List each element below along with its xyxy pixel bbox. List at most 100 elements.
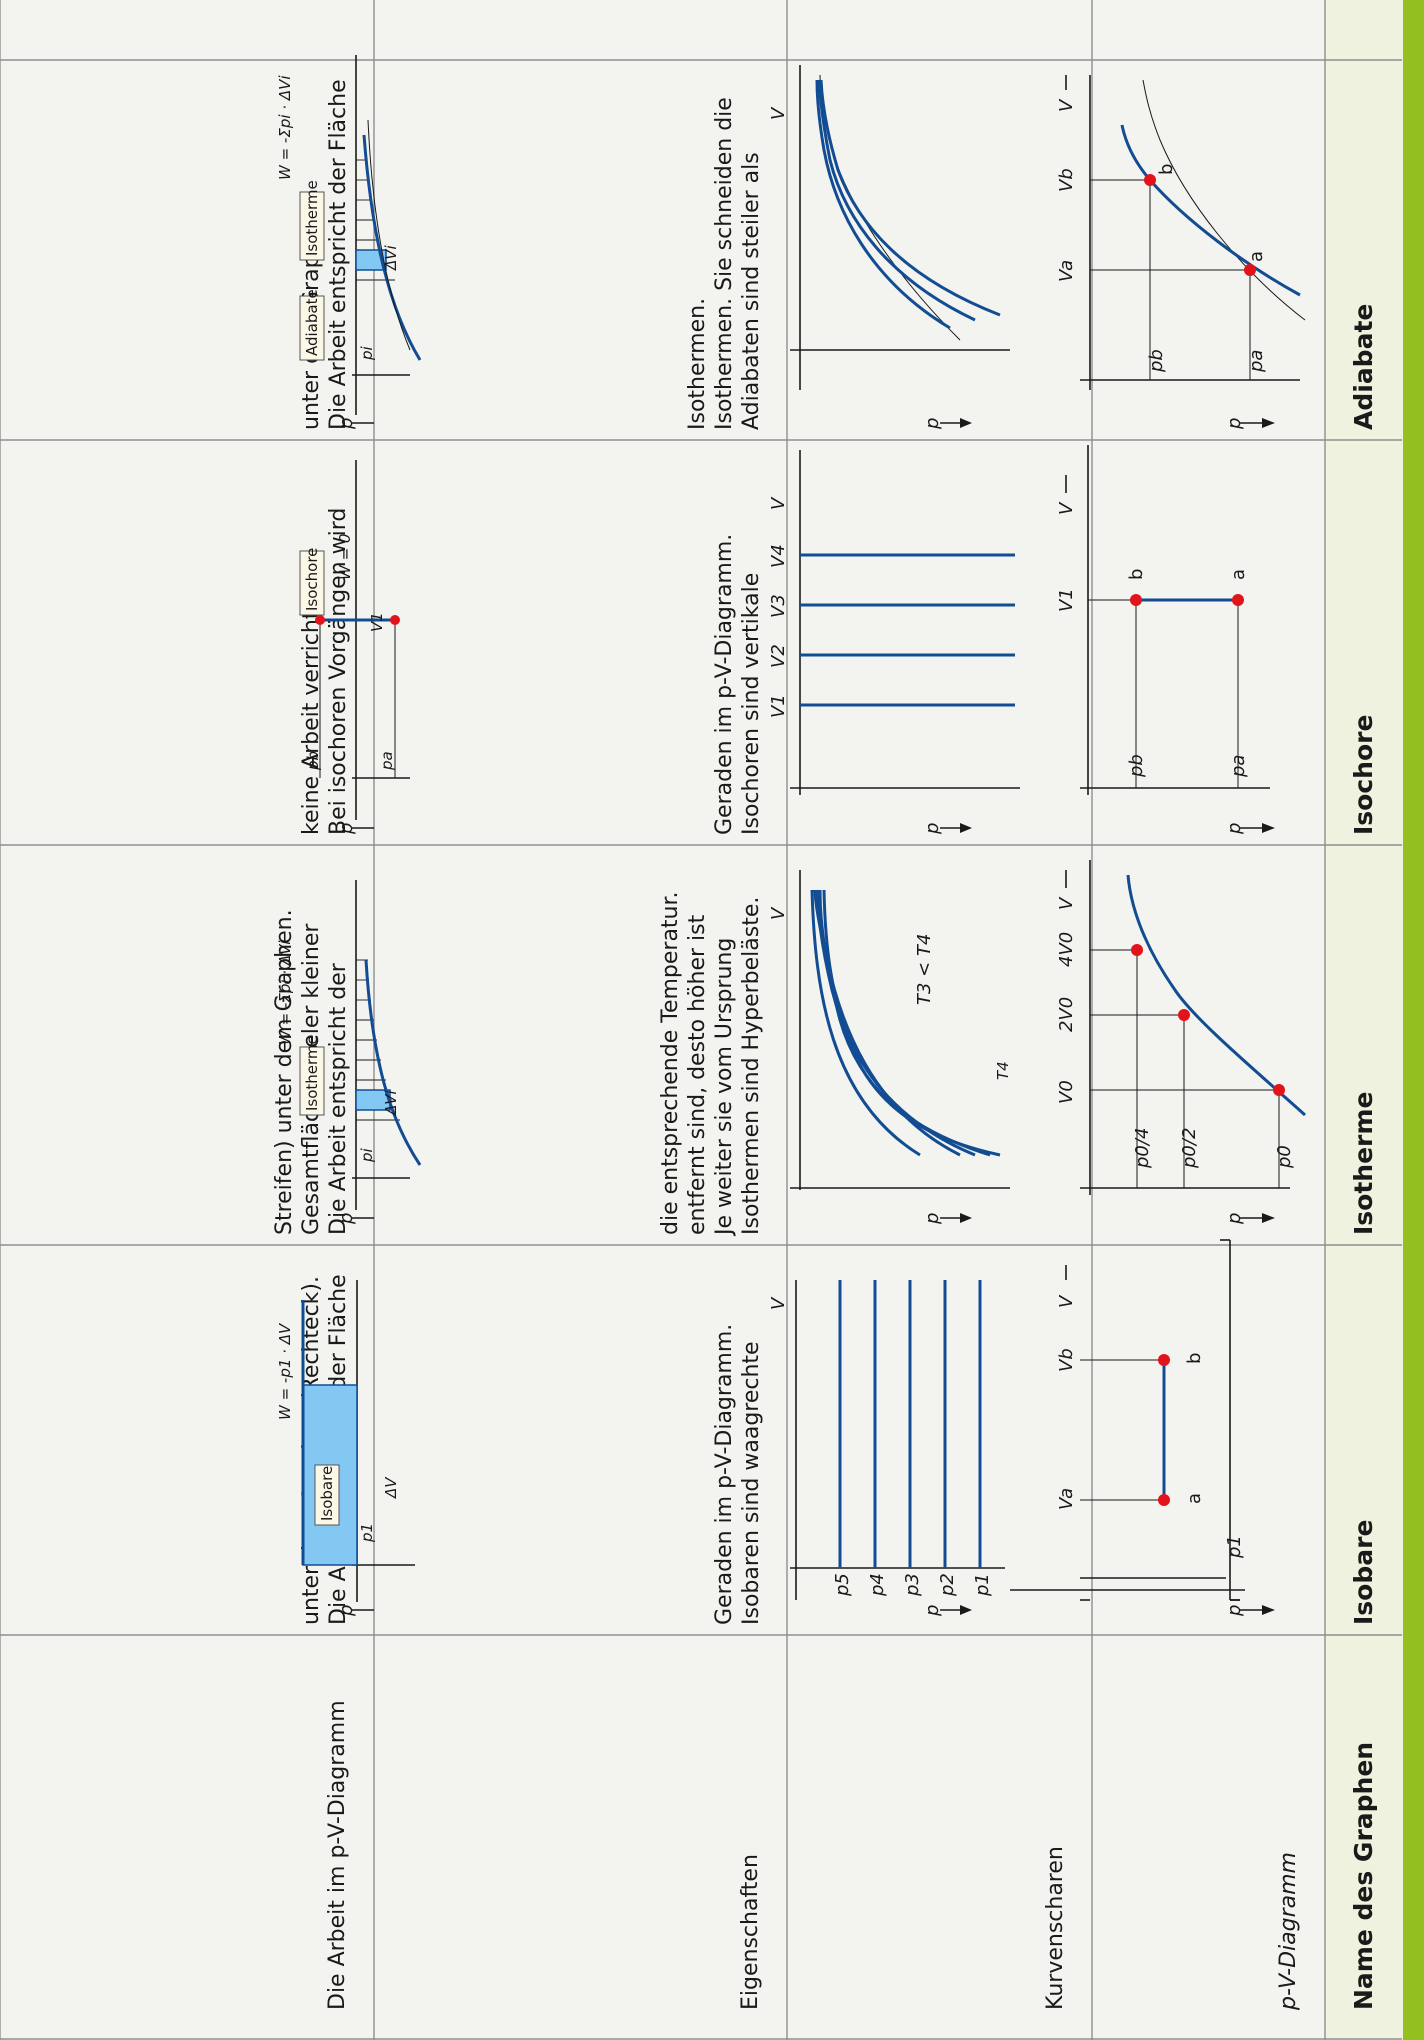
diagram-isochore-work: p Isochore W = 0 pa pb V1 xyxy=(299,460,410,835)
row-label-family: Kurvenscharen xyxy=(1043,1846,1068,2010)
v-axis-label: V xyxy=(768,1296,789,1310)
tag-isobare xyxy=(314,1464,340,1526)
diagram-isotherme-family: p T4 T3 < T4 V xyxy=(768,870,1012,1225)
v1-label: V1 xyxy=(1056,588,1077,612)
work-text-line: Die Arbeit entspricht der Fläche xyxy=(326,79,351,430)
work-area-strip xyxy=(355,249,387,271)
tag-adiabate-label: Adiabate xyxy=(303,289,321,356)
work-formula: W = 0 xyxy=(336,534,354,580)
properties-isobare: Isobaren sind waagrechte Geraden im p-V-… xyxy=(712,1324,764,1625)
properties-adiabate: Adiabaten sind steiler als Isothermen. S… xyxy=(685,97,764,430)
properties-adiabate-line: Isothermen. xyxy=(685,298,710,430)
p-axis-label: p xyxy=(922,1605,943,1617)
p-axis-label: p xyxy=(922,823,943,835)
pi-label: pi xyxy=(358,345,376,361)
point-p0 xyxy=(1273,1084,1285,1096)
p1-label: p1 xyxy=(358,1523,376,1543)
point-b xyxy=(315,615,325,625)
column-header-isochore: Isochore xyxy=(1349,715,1378,835)
tag-isotherme-label: Isotherme xyxy=(303,1035,321,1111)
family-p2-label: p2 xyxy=(937,1573,958,1597)
column-header-adiabate: Adiabate xyxy=(1349,304,1378,430)
family-p3-label: p3 xyxy=(902,1573,923,1597)
family-v4-label: V4 xyxy=(768,544,789,568)
point-b-label: b xyxy=(1156,164,1177,175)
tag-isotherme xyxy=(299,1046,325,1116)
2v0-label: 2V0 xyxy=(1056,997,1077,1032)
v-axis-label: V xyxy=(1056,896,1077,910)
properties-isobare-line: Geraden im p-V-Diagramm. xyxy=(712,1324,737,1625)
diagram-isotherme-work: p Isotherme W = -Σpi · xyxy=(276,880,422,1225)
diagram-isobare-work: p Isobare W = -p1 · ΔV p1 ΔV xyxy=(276,1280,415,1617)
p1-label: p1 xyxy=(1224,1535,1245,1559)
point-a xyxy=(390,615,400,625)
vb-label: Vb xyxy=(1056,1348,1077,1372)
tag-isotherme-adiabate xyxy=(299,191,325,261)
pa-label: pa xyxy=(1246,350,1267,373)
v-axis-label: V xyxy=(768,496,789,510)
point-b xyxy=(1144,174,1156,186)
header-row xyxy=(1325,0,1403,2040)
pa-label: pa xyxy=(1228,755,1249,778)
pb-label: pb xyxy=(1126,754,1147,778)
properties-isochore-line: Geraden im p-V-Diagramm. xyxy=(712,534,737,835)
tag-isochore-label: Isochore xyxy=(303,548,321,611)
p-axis-label: p xyxy=(336,823,357,835)
row-label-work: Die Arbeit im p-V-Diagramm xyxy=(325,1700,350,2010)
point-a-label: a xyxy=(1228,569,1249,580)
point-2v0 xyxy=(1178,1009,1190,1021)
vb-label: Vb xyxy=(1056,168,1077,192)
p-axis-label: p xyxy=(1224,1213,1245,1225)
p-axis-label: p xyxy=(1224,823,1245,835)
properties-isotherme-line: entfernt sind, desto höher ist xyxy=(685,914,710,1235)
work-text-isochore: Bei isochoren Vorgängen wird keine Arbei… xyxy=(299,508,351,835)
header-row-label: Name des Graphen xyxy=(1349,1742,1378,2010)
tag-isobare-label: Isobare xyxy=(318,1466,336,1521)
v-axis-label: V xyxy=(1056,98,1077,112)
point-b xyxy=(1158,1354,1170,1366)
delta-v-label: ΔV xyxy=(382,1476,400,1499)
point-a-label: a xyxy=(1184,1493,1205,1504)
family-v1-label: V1 xyxy=(768,694,789,718)
p-axis-label: p xyxy=(336,418,357,430)
delta-vi-label: ΔVi xyxy=(382,244,400,271)
family-p5-label: p5 xyxy=(832,1573,853,1597)
pa-label: pa xyxy=(378,751,396,771)
v-axis-label: V xyxy=(1056,1294,1077,1308)
diagram-isochore-pv: p a b pa pb V1 V xyxy=(1056,445,1275,835)
family-v2-label: V2 xyxy=(768,644,789,668)
delta-vi-label: ΔVi xyxy=(382,1089,400,1116)
work-formula: W = -Σpi · ΔVi xyxy=(276,75,294,180)
tag-isotherme-label: Isotherme xyxy=(303,180,321,256)
v1-label: V1 xyxy=(368,612,386,632)
point-a-label: a xyxy=(1246,251,1267,262)
p-axis-label: p xyxy=(1224,418,1245,430)
properties-isochore: Isochoren sind vertikale Geraden im p-V-… xyxy=(712,534,764,835)
properties-adiabate-line: Isothermen. Sie schneiden die xyxy=(712,97,737,430)
p-axis-label: p xyxy=(336,1605,357,1617)
p-axis-label: p xyxy=(922,418,943,430)
diagram-isobare-pv: p p1 a b Va Vb V xyxy=(1010,1239,1275,1617)
family-p4-label: p4 xyxy=(867,1573,888,1597)
v-axis-label: V xyxy=(1056,501,1077,515)
diagram-isochore-family: p V1 V2 V3 V4 V xyxy=(768,450,1020,835)
properties-isotherme-line: Isothermen sind Hyperbeläste. xyxy=(739,897,764,1235)
point-b-label: b xyxy=(1184,1353,1205,1364)
tag-isochore xyxy=(299,550,325,616)
column-header-isobare: Isobare xyxy=(1349,1520,1378,1625)
column-header-isotherme: Isotherme xyxy=(1349,1092,1378,1235)
row-label-pv: p-V-Diagramm xyxy=(1276,1852,1301,2011)
va-label: Va xyxy=(1056,260,1077,282)
properties-isochore-line: Isochoren sind vertikale xyxy=(739,573,764,835)
properties-isotherme: Isothermen sind Hyperbeläste. Je weiter … xyxy=(658,891,764,1237)
p0-quarter-label: p0/4 xyxy=(1132,1128,1153,1169)
pb-label: pb xyxy=(1146,349,1167,373)
diagram-adiabate-pv: p a b pa pb Va Vb V xyxy=(1056,75,1306,430)
t-relation-label: T3 < T4 xyxy=(914,934,935,1005)
p-axis-label: p xyxy=(336,1213,357,1225)
point-a xyxy=(1244,264,1256,276)
point-b-label: b xyxy=(1126,569,1147,580)
